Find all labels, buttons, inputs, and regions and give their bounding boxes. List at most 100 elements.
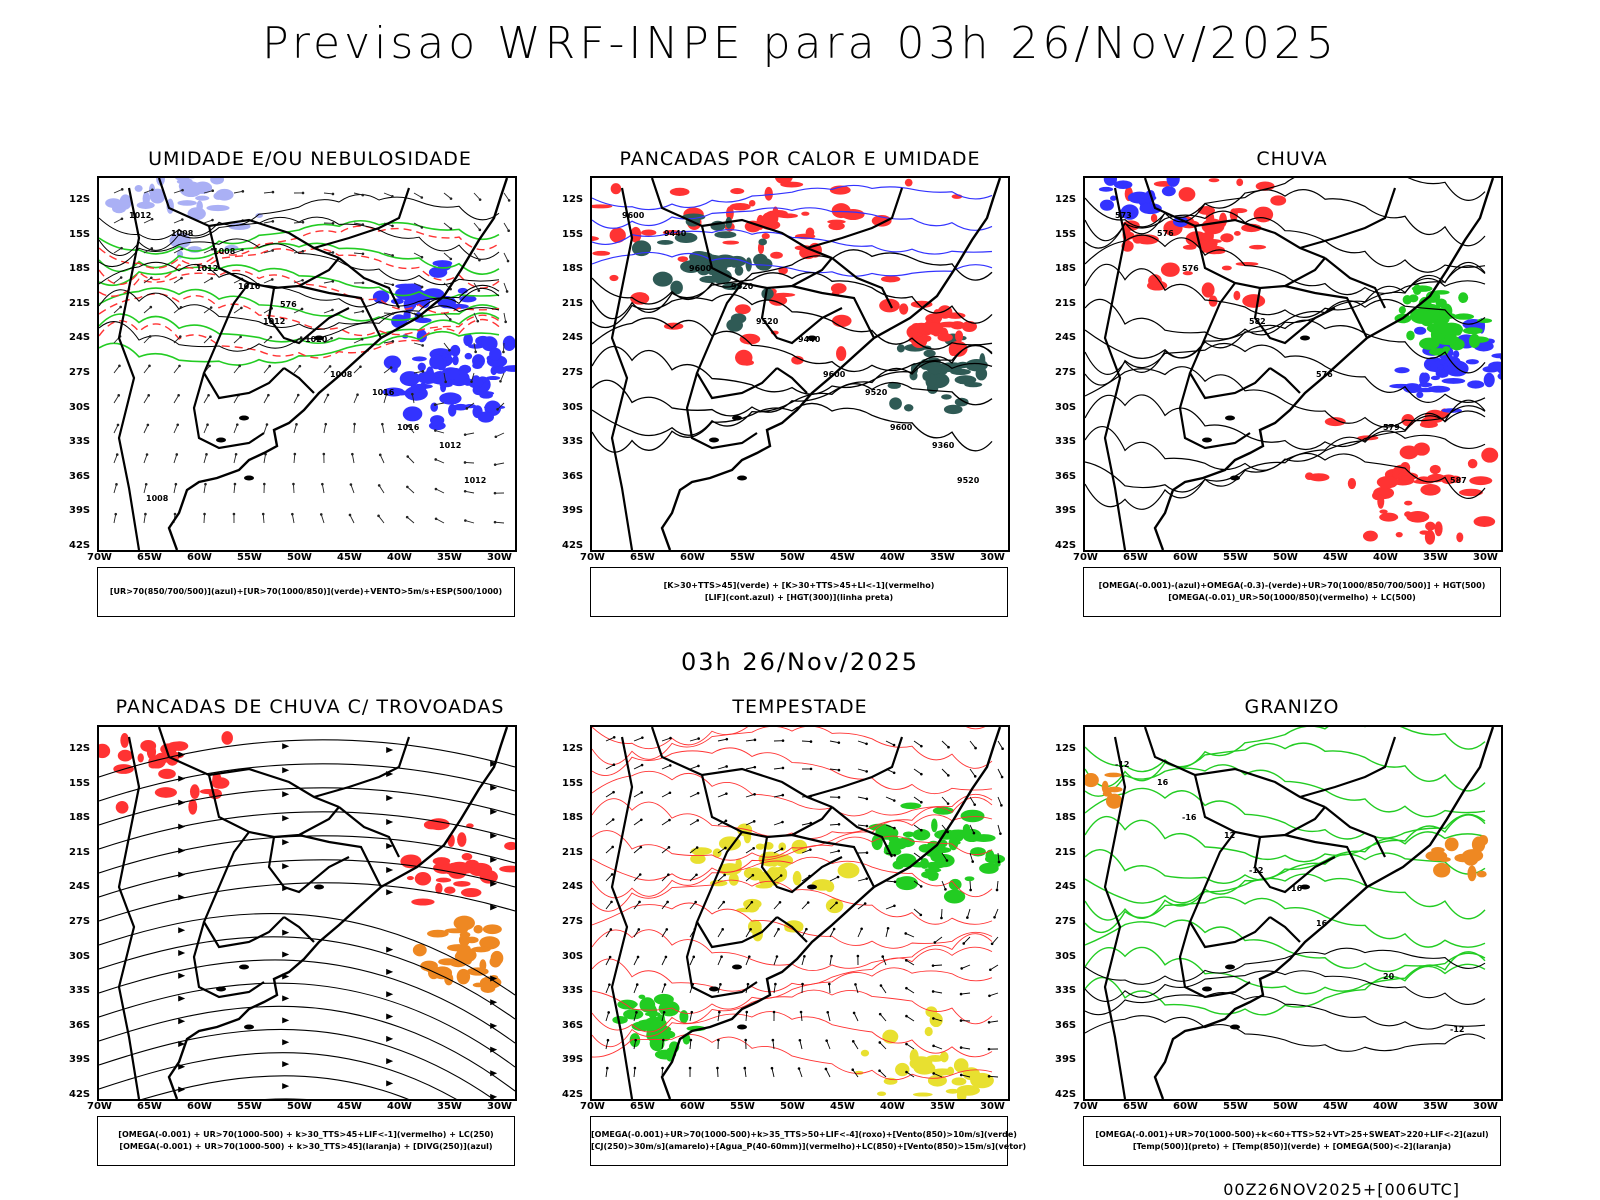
wind-vector bbox=[263, 393, 270, 404]
latitude-tick-label: 42S bbox=[1055, 540, 1077, 551]
wind-850-vector bbox=[829, 927, 836, 938]
instability-red-area bbox=[722, 240, 740, 245]
panel-legend: [OMEGA(-0.001) + UR>70(1000-500) + k>30_… bbox=[97, 1116, 515, 1166]
longitude-tick-label: 50W bbox=[780, 552, 805, 563]
rain-blue-area bbox=[1103, 178, 1118, 186]
humidity-upper-area bbox=[193, 181, 213, 194]
latitude-tick-label: 36S bbox=[1055, 470, 1077, 482]
thunder-red-area bbox=[117, 749, 133, 762]
border-line bbox=[1253, 287, 1336, 345]
wind-850-vector bbox=[932, 1017, 943, 1022]
geopotential-500-contour bbox=[1085, 178, 1486, 228]
rain-red-area bbox=[1395, 532, 1403, 538]
thunder-red-area bbox=[455, 866, 476, 874]
latitude-tick-label: 39S bbox=[69, 505, 91, 517]
temp-850-contour bbox=[1085, 764, 1486, 818]
instability-green-area bbox=[734, 265, 744, 276]
precipitable-water-contour bbox=[592, 1011, 993, 1058]
pressure-isobar bbox=[99, 261, 500, 308]
longitude-tick-label: 70W bbox=[1073, 1101, 1098, 1112]
wind-vector bbox=[233, 482, 237, 494]
streamline-arrow bbox=[178, 1063, 186, 1070]
instability-green-area bbox=[726, 318, 743, 332]
jet-yellow-area bbox=[824, 881, 835, 893]
wind-850-vector bbox=[959, 992, 971, 996]
instability-green-area bbox=[923, 349, 936, 358]
geopotential-500-contour bbox=[1085, 234, 1486, 296]
wind-850-vector bbox=[987, 1047, 999, 1051]
forecast-map: 573 576 582 576 579 587 576 bbox=[1083, 176, 1503, 552]
wind-850-vector bbox=[990, 936, 999, 946]
rain-blue-area bbox=[1414, 326, 1427, 335]
latitude-tick-label: 15S bbox=[1055, 228, 1077, 240]
streamline-250 bbox=[99, 739, 515, 778]
panel-title: UMIDADE E/OU NEBULOSIDADE bbox=[148, 148, 472, 170]
wind-850-vector bbox=[941, 880, 947, 891]
thunder-red-area bbox=[189, 784, 200, 799]
rain-blue-area bbox=[1452, 350, 1460, 358]
wind-850-vector bbox=[605, 928, 613, 938]
pressure-isobar bbox=[99, 238, 500, 286]
wind-vector bbox=[323, 336, 333, 344]
wind-850-vector bbox=[745, 765, 757, 770]
wind-vector bbox=[143, 453, 149, 464]
wind-850-vector bbox=[661, 818, 671, 826]
wind-850-vector bbox=[959, 1019, 971, 1022]
wind-vector bbox=[143, 305, 153, 314]
coastline bbox=[167, 178, 509, 550]
instability-red-area bbox=[768, 295, 788, 306]
precipitable-water-contour bbox=[592, 989, 993, 1033]
contour-label: -12 bbox=[1249, 866, 1263, 875]
contour-label: 12 bbox=[1224, 831, 1235, 840]
panel-title: GRANIZO bbox=[1244, 696, 1340, 718]
legend-line: [K>30+TTS>45](verde) + [K>30+TTS>45+LI<-… bbox=[663, 581, 935, 590]
wind-vector bbox=[233, 190, 245, 194]
streamline-arrow bbox=[490, 832, 498, 839]
rain-blue-area bbox=[1497, 368, 1501, 374]
wind-vector bbox=[433, 402, 445, 406]
wind-vector bbox=[443, 342, 451, 352]
wind-850-vector bbox=[661, 764, 672, 770]
lake bbox=[737, 1024, 747, 1030]
wind-850-vector bbox=[913, 796, 923, 804]
latitude-tick-label: 36S bbox=[69, 1019, 91, 1031]
border-line bbox=[283, 367, 315, 394]
humidity-cloud-band bbox=[429, 354, 444, 370]
streamline-arrow bbox=[490, 880, 498, 887]
longitude-tick-label: 50W bbox=[780, 1101, 805, 1112]
legend-line: [OMEGA(-0.001)+UR>70(1000-500)+k<60+TTS>… bbox=[1095, 1130, 1489, 1139]
wind-vector bbox=[173, 364, 181, 374]
wind-850-vector bbox=[852, 1011, 859, 1022]
wind-850-vector bbox=[879, 984, 887, 994]
wind-850-vector bbox=[771, 1038, 775, 1050]
jet-yellow-area bbox=[755, 843, 765, 850]
streamline-250 bbox=[99, 959, 515, 1044]
wind-vector bbox=[232, 512, 236, 524]
longitude-tick-label: 45W bbox=[1323, 552, 1348, 563]
contour-label: 573 bbox=[1115, 211, 1132, 220]
rain-red-area bbox=[1376, 475, 1399, 489]
instability-red-area bbox=[831, 314, 852, 328]
omega-500-orange-area bbox=[1085, 773, 1099, 788]
geopotential-500-contour bbox=[1085, 277, 1486, 340]
instability-red-area bbox=[677, 256, 689, 262]
wind-850-vector bbox=[801, 955, 806, 966]
wind-vector bbox=[406, 455, 415, 464]
geopotential-300-contour bbox=[592, 402, 993, 453]
instability-red-area bbox=[841, 209, 865, 221]
wind-vector bbox=[377, 484, 385, 494]
wind-vector bbox=[353, 393, 359, 404]
precipitable-water-contour bbox=[592, 814, 993, 861]
wind-vector bbox=[203, 453, 208, 464]
instability-red-area bbox=[780, 181, 804, 188]
rain-blue-area bbox=[1465, 359, 1479, 365]
latitude-tick-label: 39S bbox=[562, 505, 584, 517]
wind-vector bbox=[203, 306, 213, 314]
border-line bbox=[313, 187, 411, 250]
thunder-orange-area bbox=[453, 915, 475, 931]
instability-green-area bbox=[964, 381, 983, 388]
wind-vector bbox=[349, 483, 355, 494]
thunder-orange-area bbox=[471, 946, 491, 953]
longitude-tick-label: 60W bbox=[187, 552, 212, 563]
rain-red-area bbox=[1467, 458, 1478, 469]
